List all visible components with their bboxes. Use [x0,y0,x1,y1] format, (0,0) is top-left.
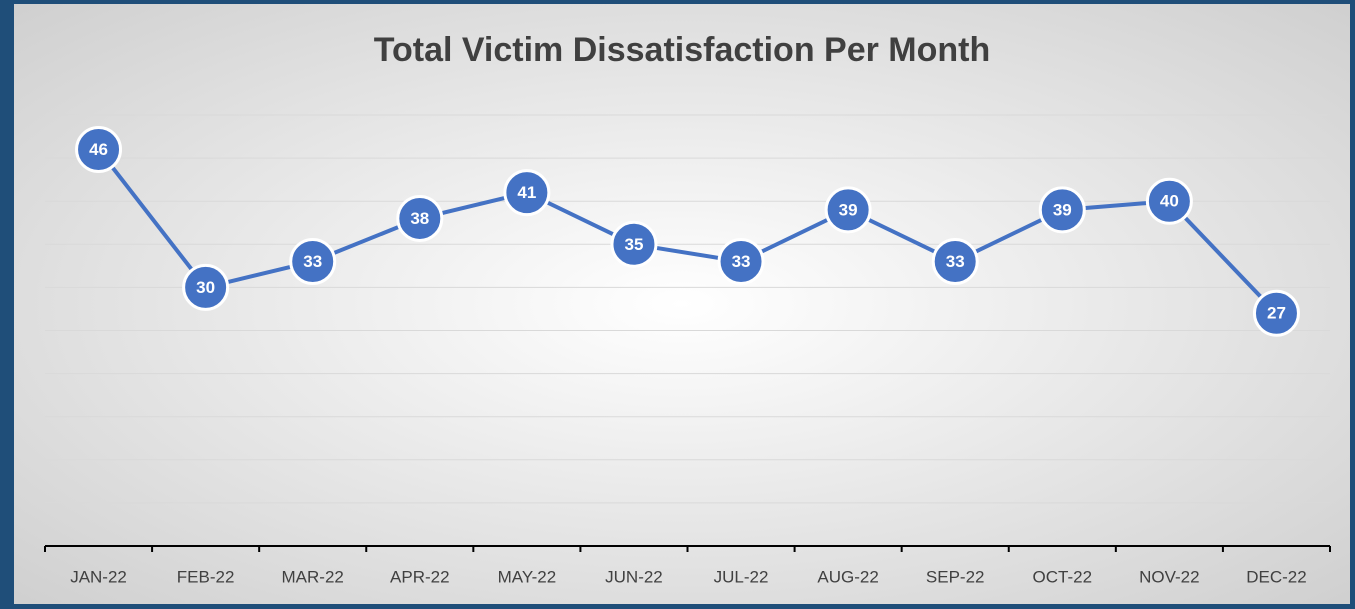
chart-title: Total Victim Dissatisfaction Per Month [374,31,991,69]
data-label: 38 [410,209,429,228]
x-tick-label: JAN-22 [70,567,127,586]
data-label: 35 [624,235,643,254]
x-tick-label: MAR-22 [282,567,344,586]
marker [396,194,444,242]
data-label: 41 [517,183,536,202]
marker [824,186,872,234]
data-label: 40 [1160,192,1179,211]
chart: Total Victim Dissatisfaction Per Month J… [14,4,1350,604]
data-label: 33 [946,252,965,271]
x-tick-label: AUG-22 [817,567,878,586]
data-label: 30 [196,278,215,297]
data-label: 27 [1267,304,1286,323]
x-tick-label: JUL-22 [714,567,769,586]
data-label: 46 [89,140,108,159]
x-tick-label: NOV-22 [1139,567,1199,586]
data-label: 39 [1053,200,1072,219]
x-tick-label: SEP-22 [926,567,985,586]
marker [289,238,337,286]
data-label: 33 [732,252,751,271]
x-tick-label: DEC-22 [1246,567,1306,586]
data-label: 39 [839,200,858,219]
marker [1145,177,1193,225]
marker [503,169,551,217]
chart-background [14,4,1350,604]
x-tick-label: APR-22 [390,567,450,586]
marker [1252,289,1300,337]
marker [75,125,123,173]
marker [717,238,765,286]
x-tick-label: JUN-22 [605,567,663,586]
x-tick-label: MAY-22 [498,567,557,586]
marker [931,238,979,286]
x-tick-label: OCT-22 [1033,567,1093,586]
data-label: 33 [303,252,322,271]
marker [182,263,230,311]
marker [610,220,658,268]
x-tick-label: FEB-22 [177,567,235,586]
marker [1038,186,1086,234]
chart-frame: Total Victim Dissatisfaction Per Month J… [14,4,1350,604]
